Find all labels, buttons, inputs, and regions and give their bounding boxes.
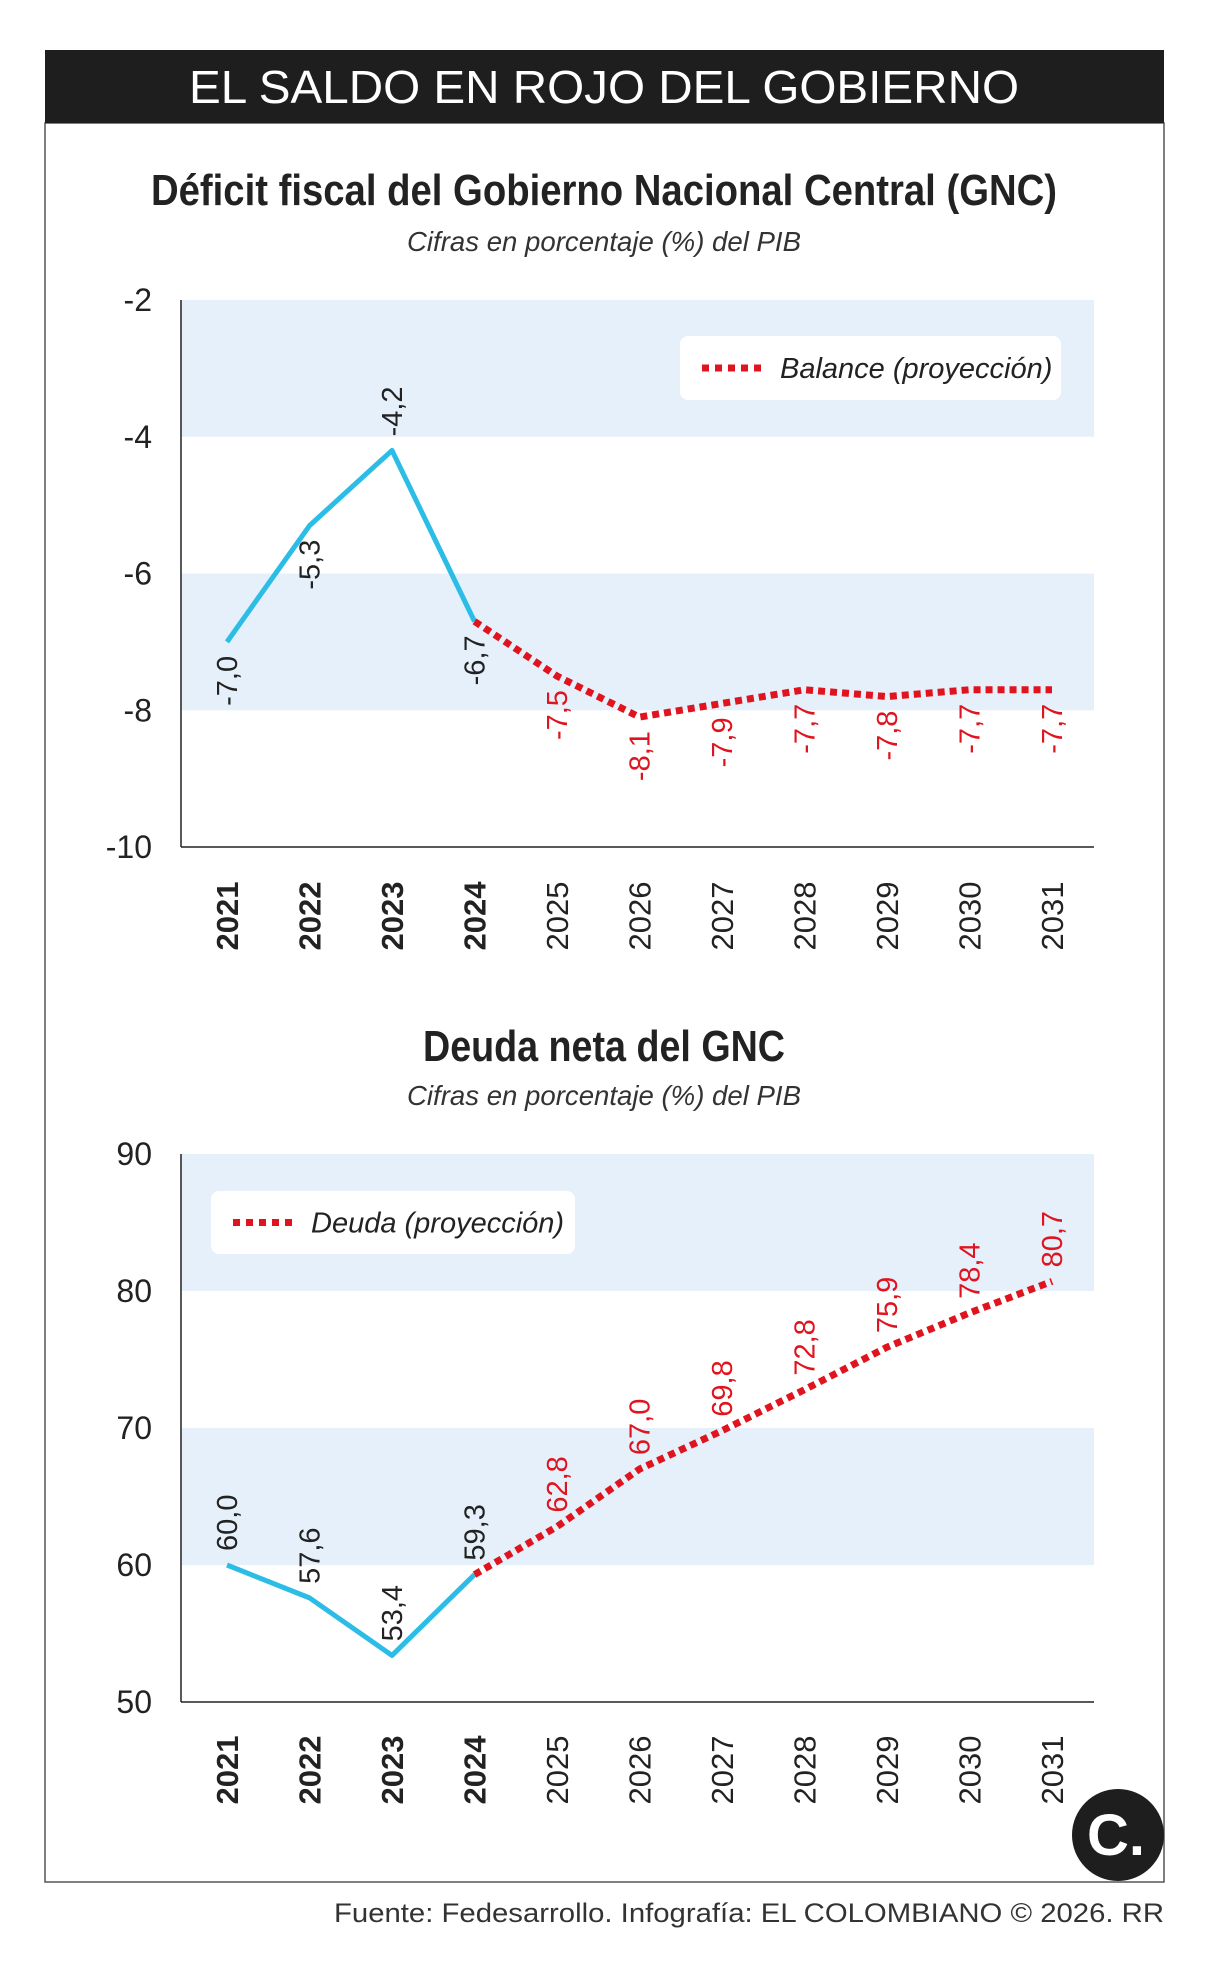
- y-tick-label: 70: [116, 1410, 152, 1446]
- x-tick-label: 2029: [870, 882, 905, 951]
- header-title: EL SALDO EN ROJO DEL GOBIERNO: [189, 61, 1019, 113]
- data-label: -7,7: [790, 704, 822, 754]
- chart2-title: Deuda neta del GNC: [423, 1022, 785, 1071]
- y-tick-label: -2: [124, 282, 152, 318]
- data-label: 60,0: [212, 1495, 244, 1551]
- data-label: -4,2: [377, 386, 409, 436]
- header-bar: [45, 50, 1164, 123]
- actual-line: [224, 447, 477, 644]
- data-label: -7,8: [872, 711, 904, 761]
- grid-band: [181, 1428, 1094, 1565]
- x-tick-label: 2030: [953, 882, 988, 951]
- chart1-title: Déficit fiscal del Gobierno Nacional Cen…: [151, 166, 1057, 215]
- y-tick-label: -10: [106, 829, 152, 865]
- y-tick-label: 50: [116, 1684, 152, 1720]
- x-tick-label: 2027: [705, 882, 740, 951]
- y-tick-label: 90: [116, 1136, 152, 1172]
- x-tick-label: 2022: [293, 882, 328, 951]
- x-tick-label: 2021: [210, 882, 245, 951]
- data-label: 78,4: [955, 1242, 987, 1298]
- x-tick-label: 2022: [293, 1736, 328, 1805]
- chart-debt: 90 80 70 60 50 2021 2022 2023 2024 2025 2026 2027 20…: [116, 1136, 1094, 1804]
- y-tick-label: -6: [124, 556, 152, 592]
- x-tick-label: 2029: [870, 1736, 905, 1805]
- data-label: 72,8: [790, 1319, 822, 1375]
- data-label: 69,8: [707, 1360, 739, 1416]
- x-tick-label: 2025: [540, 882, 575, 951]
- data-label: 57,6: [295, 1527, 327, 1583]
- footer-source: Fuente: Fedesarrollo. Infografía: EL COL…: [334, 1898, 1164, 1928]
- data-label: -5,3: [295, 540, 327, 590]
- data-label: 62,8: [542, 1456, 574, 1512]
- y-tick-label: -8: [124, 692, 152, 728]
- x-tick-label: 2026: [623, 1736, 658, 1805]
- logo-text: C.: [1087, 1803, 1145, 1868]
- data-label: -7,0: [212, 656, 244, 706]
- x-tick-label: 2025: [540, 1736, 575, 1805]
- chart2-subtitle: Cifras en porcentaje (%) del PIB: [407, 1080, 801, 1111]
- y-tick-label: -4: [124, 419, 152, 455]
- x-tick-label: 2028: [788, 1736, 823, 1805]
- chart-deficit: -2 -4 -6 -8 -10 2021 2022 2023 2024 2025 2026 2027 2…: [106, 282, 1094, 950]
- x-tick-label: 2027: [705, 1736, 740, 1805]
- actual-line: [226, 1562, 477, 1658]
- data-label: -8,1: [625, 731, 657, 781]
- data-label: 67,0: [625, 1399, 657, 1455]
- legend-box: [680, 336, 1061, 400]
- chart1-subtitle: Cifras en porcentaje (%) del PIB: [407, 226, 801, 257]
- x-tick-label: 2021: [210, 1736, 245, 1805]
- legend-label: Deuda (proyección): [311, 1208, 564, 1240]
- data-label: -6,7: [460, 635, 492, 685]
- data-label: -7,9: [707, 717, 739, 767]
- data-label: 80,7: [1037, 1211, 1069, 1267]
- data-label: -7,7: [1037, 704, 1069, 754]
- x-tick-label: 2031: [1035, 882, 1070, 951]
- x-tick-label: 2023: [375, 1736, 410, 1805]
- x-tick-label: 2026: [623, 882, 658, 951]
- x-tick-label: 2024: [458, 881, 493, 951]
- legend-label: Balance (proyección): [780, 353, 1052, 385]
- x-tick-label: 2030: [953, 1736, 988, 1805]
- grid-band: [181, 573, 1094, 711]
- projection-line: [472, 1278, 1054, 1578]
- y-tick-label: 60: [116, 1547, 152, 1583]
- data-label: 53,4: [377, 1585, 409, 1641]
- data-label: 59,3: [460, 1504, 492, 1560]
- x-tick-label: 2031: [1035, 1736, 1070, 1805]
- data-label: -7,5: [542, 690, 574, 740]
- data-label: -7,7: [955, 704, 987, 754]
- x-tick-label: 2024: [458, 1735, 493, 1805]
- projection-line: [472, 618, 1052, 721]
- data-label: 75,9: [872, 1277, 904, 1333]
- legend-box: [211, 1191, 575, 1254]
- x-tick-label: 2028: [788, 882, 823, 951]
- logo: C.: [1072, 1789, 1164, 1881]
- x-tick-label: 2023: [375, 882, 410, 951]
- y-tick-label: 80: [116, 1273, 152, 1309]
